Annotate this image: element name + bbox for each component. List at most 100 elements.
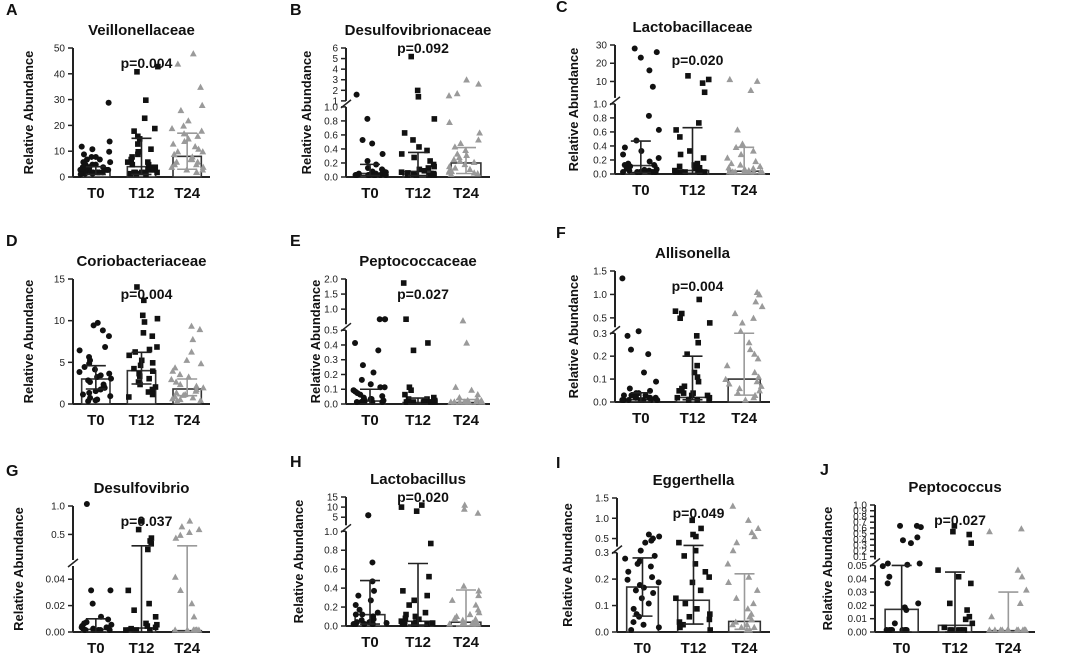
data-point-t24: [472, 601, 480, 608]
data-point-t12: [411, 154, 417, 161]
data-point-t24: [171, 573, 179, 580]
data-point-t24: [745, 573, 753, 580]
data-point-t12: [135, 526, 142, 533]
data-point-t24: [737, 327, 745, 334]
panel-title: Coriobacteriaceae: [76, 253, 206, 270]
data-point-t12: [129, 161, 136, 168]
y-tick-label: 0.5: [595, 534, 609, 545]
data-point-t24: [748, 528, 756, 536]
data-point-t12: [957, 627, 963, 633]
data-point-t12: [694, 362, 700, 369]
data-point-t12: [691, 162, 698, 168]
data-point-t24: [463, 76, 470, 83]
data-point-t24: [190, 613, 198, 620]
data-point-t12: [947, 627, 953, 633]
data-point-t0: [379, 150, 386, 157]
data-point-t12: [402, 391, 408, 398]
data-point-t24: [199, 163, 207, 170]
data-point-t0: [645, 112, 652, 119]
y-tick-label: 1.0: [853, 501, 867, 512]
data-point-t0: [374, 609, 381, 616]
data-point-t12: [432, 399, 438, 405]
data-point-t0: [626, 167, 633, 174]
data-point-t24: [737, 150, 745, 158]
data-point-t12: [694, 606, 700, 612]
data-point-t12: [687, 148, 693, 154]
data-point-t0: [367, 381, 374, 388]
data-point-t24: [754, 355, 762, 362]
data-point-t24: [453, 90, 461, 97]
data-point-t12: [411, 621, 417, 627]
data-point-t12: [682, 600, 689, 607]
data-point-t24: [198, 127, 206, 134]
axis-break: [609, 325, 621, 335]
x-tick-label: T0: [632, 410, 650, 427]
data-point-t24: [476, 129, 484, 136]
data-point-t24: [725, 380, 733, 387]
data-point-t12: [690, 531, 696, 538]
data-point-t24: [732, 618, 740, 625]
data-point-t12: [673, 595, 679, 602]
data-point-t24: [753, 378, 761, 385]
data-point-t12: [140, 330, 147, 336]
y-tick-label: 0.05: [848, 561, 868, 572]
axis-break: [340, 322, 352, 332]
data-point-t0: [377, 172, 384, 178]
data-point-t12: [706, 320, 713, 326]
data-point-t24: [756, 168, 764, 175]
data-point-t12: [413, 508, 420, 514]
data-point-t12: [964, 607, 970, 613]
data-point-t24: [749, 147, 757, 154]
data-point-t0: [99, 327, 106, 334]
data-point-t0: [106, 138, 113, 145]
data-point-t12: [680, 621, 686, 628]
data-point-t24: [722, 375, 730, 382]
data-point-t24: [199, 384, 207, 391]
data-point-t12: [676, 619, 683, 625]
x-tick-label: T0: [87, 640, 105, 657]
data-point-t12: [676, 388, 682, 394]
data-point-t0: [78, 143, 85, 150]
y-tick-label: 0.01: [848, 614, 868, 625]
data-point-t12: [398, 151, 405, 157]
data-point-t24: [1022, 586, 1030, 593]
data-point-t0: [622, 555, 629, 562]
data-point-t12: [146, 375, 152, 382]
data-point-t12: [403, 316, 409, 323]
data-point-t12: [406, 384, 413, 391]
y-axis-label: Relative Abundance: [291, 500, 306, 624]
data-point-t24: [185, 373, 193, 380]
y-tick-label: 0.3: [324, 355, 338, 366]
data-point-t12: [410, 347, 417, 354]
panel-j: 0.000.010.020.030.040.050.10.20.30.40.50…: [820, 462, 1035, 657]
data-point-t24: [475, 609, 483, 616]
y-tick-label: 1.0: [595, 514, 609, 525]
y-tick-label: 0.8: [324, 116, 338, 127]
panel-letter: G: [6, 463, 18, 480]
data-point-t24: [725, 164, 733, 171]
data-point-t24: [448, 596, 456, 603]
panel-d: 0 5 10 15 T0 T12 T24 D Coriobacteriaceae p=0.004 R…: [6, 233, 210, 429]
data-point-t12: [155, 63, 161, 70]
data-point-t24: [744, 605, 752, 612]
panel-title: Lactobacillaceae: [632, 19, 752, 36]
panel-letter: H: [290, 454, 302, 471]
y-tick-label: 1.0: [593, 99, 607, 110]
data-point-t24: [459, 620, 466, 627]
data-point-t12: [410, 399, 417, 405]
data-point-t24: [188, 348, 195, 355]
data-point-t0: [897, 522, 904, 529]
x-tick-label: T24: [731, 182, 758, 199]
data-point-t12: [681, 553, 688, 559]
data-point-t0: [350, 621, 357, 627]
data-point-t24: [197, 396, 205, 403]
data-point-t12: [682, 169, 688, 175]
data-point-t0: [650, 589, 657, 596]
data-point-t24: [199, 148, 207, 155]
data-point-t24: [751, 532, 758, 540]
data-point-t24: [176, 370, 184, 378]
data-point-t12: [134, 69, 140, 75]
data-point-t12: [966, 531, 973, 538]
data-point-t24: [189, 335, 197, 343]
